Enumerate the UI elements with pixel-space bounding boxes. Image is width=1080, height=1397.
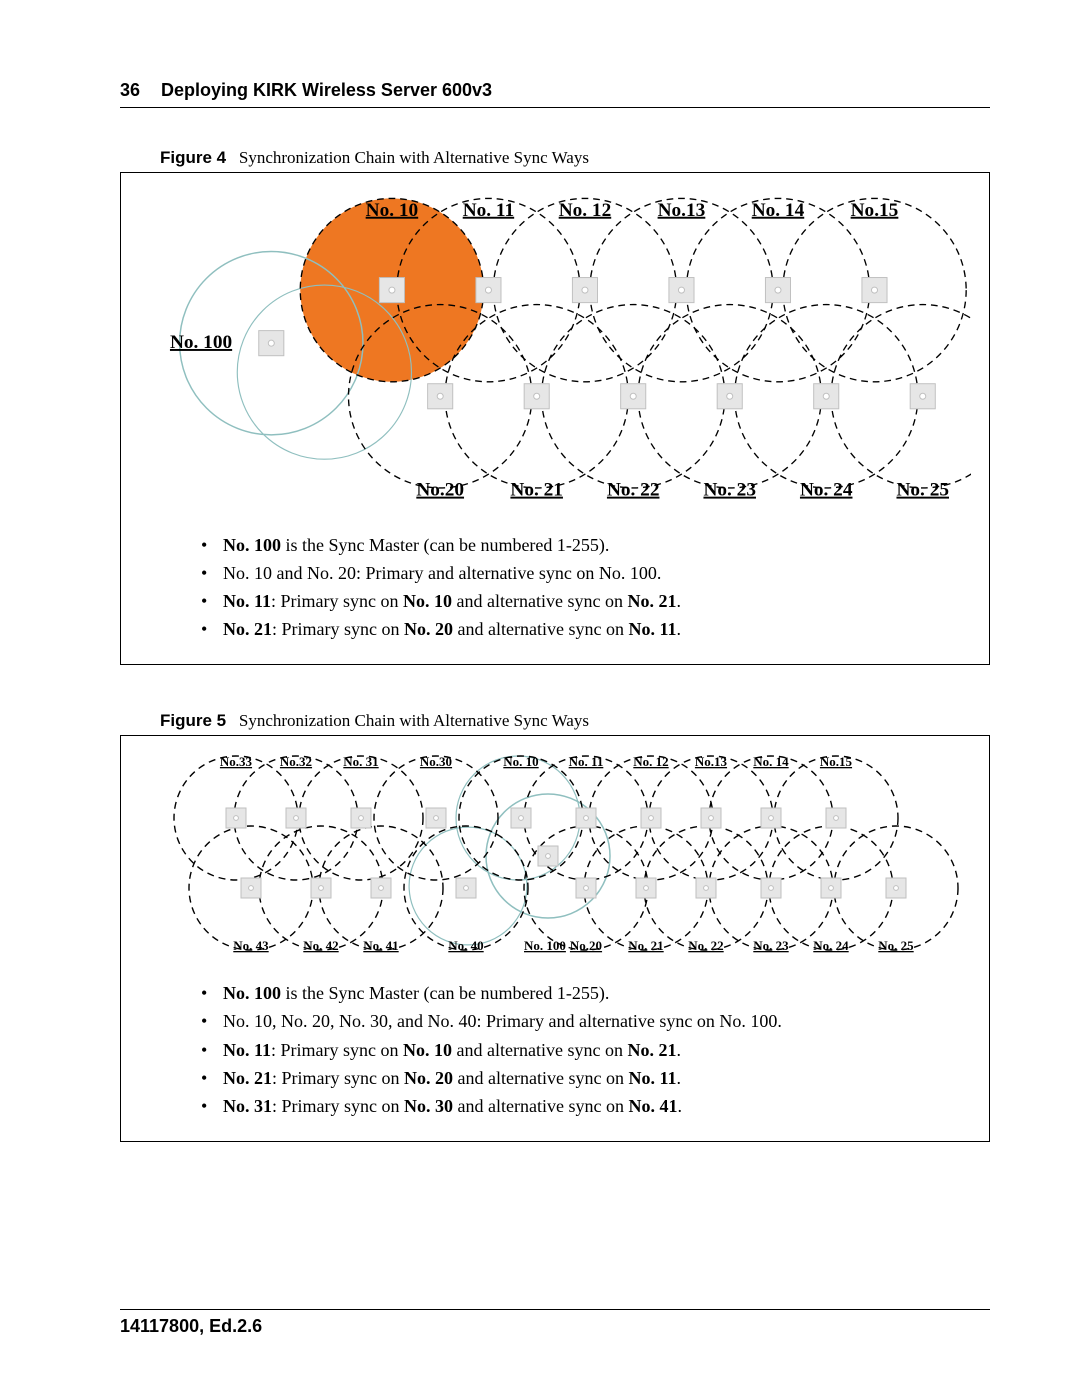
svg-text:No.20: No.20 xyxy=(570,938,602,953)
svg-text:No. 25: No. 25 xyxy=(896,480,949,501)
bullet-item: No. 31: Primary sync on No. 30 and alter… xyxy=(201,1093,969,1119)
svg-text:No.15: No.15 xyxy=(851,200,899,221)
svg-text:No. 100: No. 100 xyxy=(524,938,566,953)
figure5-box: No. 100 No.33 No.32 No. 31 No.30 No. 10 No. 11… xyxy=(120,735,990,1141)
bullet-item: No. 21: Primary sync on No. 20 and alter… xyxy=(201,1065,969,1091)
svg-text:No. 41: No. 41 xyxy=(363,938,398,953)
svg-text:No. 10: No. 10 xyxy=(366,200,419,221)
figure5-caption: Figure 5 Synchronization Chain with Alte… xyxy=(160,711,990,731)
svg-text:No. 14: No. 14 xyxy=(753,754,789,769)
svg-text:No. 21: No. 21 xyxy=(628,938,663,953)
page-footer: 14117800, Ed.2.6 xyxy=(120,1309,990,1337)
figure4-label: Figure 4 xyxy=(160,148,226,167)
svg-text:No. 24: No. 24 xyxy=(800,480,853,501)
svg-text:No. 40: No. 40 xyxy=(448,938,483,953)
figure5-bullets: No. 100 is the Sync Master (can be numbe… xyxy=(201,980,969,1118)
page-header: 36 Deploying KIRK Wireless Server 600v3 xyxy=(120,80,990,108)
svg-text:No. 23: No. 23 xyxy=(753,938,789,953)
figure4-caption-text: Synchronization Chain with Alternative S… xyxy=(239,148,589,167)
figure5-caption-text: Synchronization Chain with Alternative S… xyxy=(239,711,589,730)
svg-text:No. 24: No. 24 xyxy=(813,938,849,953)
figure4-caption: Figure 4 Synchronization Chain with Alte… xyxy=(160,148,990,168)
document-page: 36 Deploying KIRK Wireless Server 600v3 … xyxy=(0,0,1080,1397)
document-number: 14117800, Ed.2.6 xyxy=(120,1316,262,1336)
figure4-box: No. 100 No. 10 No. 11 No. 12 No.13 No. 14 No.1… xyxy=(120,172,990,665)
svg-text:No. 10: No. 10 xyxy=(503,754,538,769)
svg-text:No.15: No.15 xyxy=(820,754,853,769)
figure4-diagram: No. 100 No. 10 No. 11 No. 12 No.13 No. 14 No.1… xyxy=(141,183,971,513)
svg-text:No. 21: No. 21 xyxy=(510,480,563,501)
svg-text:No. 43: No. 43 xyxy=(233,938,269,953)
bullet-item: No. 100 is the Sync Master (can be numbe… xyxy=(201,532,969,558)
svg-text:No.32: No.32 xyxy=(280,754,312,769)
svg-text:No. 22: No. 22 xyxy=(607,480,660,501)
svg-text:No. 31: No. 31 xyxy=(343,754,378,769)
figure5-diagram: No. 100 No.33 No.32 No. 31 No.30 No. 10 No. 11… xyxy=(141,746,971,961)
svg-text:No.20: No.20 xyxy=(416,480,464,501)
svg-text:No. 100: No. 100 xyxy=(170,332,232,353)
page-title: Deploying KIRK Wireless Server 600v3 xyxy=(161,80,492,100)
svg-text:No. 22: No. 22 xyxy=(688,938,723,953)
figure4-bullets: No. 100 is the Sync Master (can be numbe… xyxy=(201,532,969,642)
svg-text:No. 14: No. 14 xyxy=(752,200,805,221)
bullet-item: No. 10 and No. 20: Primary and alternati… xyxy=(201,560,969,586)
svg-text:No. 12: No. 12 xyxy=(633,754,668,769)
svg-text:No.30: No.30 xyxy=(420,754,452,769)
svg-text:No.13: No.13 xyxy=(658,200,706,221)
bullet-item: No. 100 is the Sync Master (can be numbe… xyxy=(201,980,969,1006)
svg-text:No. 23: No. 23 xyxy=(703,480,756,501)
svg-text:No. 25: No. 25 xyxy=(878,938,914,953)
svg-text:No. 11: No. 11 xyxy=(463,200,514,221)
svg-text:No.33: No.33 xyxy=(220,754,253,769)
svg-text:No. 11: No. 11 xyxy=(569,754,604,769)
figure5-label: Figure 5 xyxy=(160,711,226,730)
bullet-item: No. 11: Primary sync on No. 10 and alter… xyxy=(201,1037,969,1063)
bullet-item: No. 21: Primary sync on No. 20 and alter… xyxy=(201,616,969,642)
page-number: 36 xyxy=(120,80,140,100)
svg-text:No. 42: No. 42 xyxy=(303,938,338,953)
svg-text:No.13: No.13 xyxy=(695,754,728,769)
svg-text:No. 12: No. 12 xyxy=(559,200,612,221)
bullet-item: No. 10, No. 20, No. 30, and No. 40: Prim… xyxy=(201,1008,969,1034)
bullet-item: No. 11: Primary sync on No. 10 and alter… xyxy=(201,588,969,614)
